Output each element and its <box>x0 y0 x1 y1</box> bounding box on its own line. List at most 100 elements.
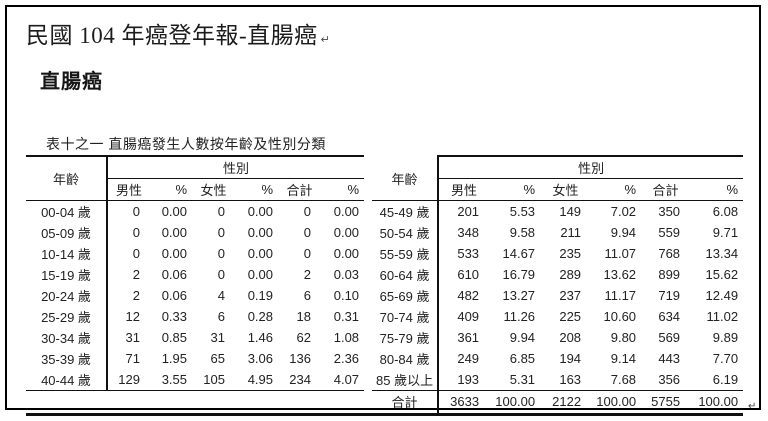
value-cell: 361 <box>457 330 480 345</box>
value-cell: 0.00 <box>247 267 273 282</box>
value-cell: 13.34 <box>705 246 739 261</box>
value-cell: 634 <box>658 309 681 324</box>
column-header-percent: % <box>150 178 192 201</box>
value-cell: 0 <box>132 225 140 240</box>
value-cell: 31 <box>210 330 225 345</box>
column-header-row: 男性 % 女性 % 合計 % <box>372 178 744 201</box>
value-cell: 9.89 <box>712 330 739 345</box>
age-cell: 45-49 歲 <box>372 200 440 222</box>
value-cell: 559 <box>658 225 681 240</box>
age-cell: 35-39 歲 <box>26 348 108 369</box>
table-row: 80-84 歲 249 6.85 194 9.14 443 7.70 <box>372 348 743 369</box>
value-cell: 768 <box>658 246 681 261</box>
column-header-total: 合計 <box>641 178 691 201</box>
age-cell: 70-74 歲 <box>372 306 440 327</box>
column-header-percent: % <box>489 178 541 201</box>
value-cell: 31 <box>125 330 140 345</box>
value-cell: 0.00 <box>333 204 360 219</box>
value-cell: 249 <box>457 351 480 366</box>
table-row: 65-69 歲 482 13.27 237 11.17 719 12.49 <box>372 285 743 306</box>
value-cell: 3.55 <box>150 369 192 391</box>
column-header-percent: % <box>235 178 278 201</box>
value-cell: 0 <box>303 225 311 240</box>
value-cell: 211 <box>560 225 582 240</box>
age-cell: 25-29 歲 <box>26 306 108 327</box>
value-cell: 0.00 <box>161 246 187 261</box>
age-cell: 80-84 歲 <box>372 348 440 369</box>
value-cell: 2.36 <box>333 351 360 366</box>
value-cell: 13.62 <box>603 267 637 282</box>
value-cell: 129 <box>107 369 150 391</box>
header-row-group: 年齡 性別 <box>26 156 365 201</box>
table-row: 00-04 歲 0 0.00 0 0.00 0 0.00 <box>26 200 364 222</box>
age-cell: 85 歲以上 <box>372 369 440 391</box>
value-cell: 0.00 <box>247 204 273 219</box>
table-row: 40-44 歲 129 3.55 105 4.95 234 4.07 <box>26 369 365 391</box>
value-cell: 289 <box>559 267 582 282</box>
table-row: 55-59 歲 533 14.67 235 11.07 768 13.34 <box>372 243 743 264</box>
value-cell: 65 <box>210 351 225 366</box>
value-cell: 9.71 <box>712 225 739 240</box>
value-cell: 7.70 <box>712 351 739 366</box>
gender-group-header: 性別 <box>438 155 744 179</box>
value-cell: 0.00 <box>333 225 360 240</box>
value-cell: 62 <box>296 330 311 345</box>
right-table-body: 45-49 歲 201 5.53 149 7.02 350 6.08 50-54 歲 348 9.… <box>372 200 744 391</box>
value-cell: 6.08 <box>712 204 739 219</box>
value-cell: 149 <box>559 204 582 219</box>
column-header-total: 合計 <box>278 178 321 201</box>
value-cell: 11.26 <box>503 309 536 324</box>
value-cell: 0 <box>132 204 140 219</box>
value-cell: 11.02 <box>706 309 739 324</box>
age-cell: 30-34 歲 <box>26 327 108 348</box>
value-cell: 0.00 <box>161 204 187 219</box>
value-cell: 0.31 <box>333 309 360 324</box>
value-cell: 6 <box>217 309 225 324</box>
value-cell: 4.95 <box>235 369 278 391</box>
column-header-percent: % <box>321 178 365 201</box>
table-caption: 表十之一 直腸癌發生人數按年齡及性別分類 <box>46 136 326 152</box>
table-row: 20-24 歲 2 0.06 4 0.19 6 0.10 <box>26 285 364 306</box>
table-row: 85 歲以上 193 5.31 163 7.68 356 6.19 <box>372 369 744 391</box>
page-frame: 民國 104 年癌登年報-直腸癌 ↵ 直腸癌 表十之一 直腸癌發生人數按年齡及性別… <box>5 5 761 416</box>
age-cell: 55-59 歲 <box>372 243 440 264</box>
value-cell: 5.53 <box>509 204 536 219</box>
table-row: 35-39 歲 71 1.95 65 3.06 136 2.36 <box>26 348 364 369</box>
value-cell: 163 <box>540 369 592 391</box>
empty-total-cell <box>26 391 364 413</box>
age-cell: 75-79 歲 <box>372 327 440 348</box>
table-row: 30-34 歲 31 0.85 31 1.46 62 1.08 <box>26 327 364 348</box>
column-header-male: 男性 <box>107 178 150 201</box>
value-cell: 12 <box>125 309 140 324</box>
value-cell: 2 <box>132 267 140 282</box>
value-cell: 235 <box>559 246 582 261</box>
value-cell: 9.14 <box>610 351 637 366</box>
page-title-text: 民國 104 年癌登年報-直腸癌 <box>26 23 318 48</box>
value-cell: 482 <box>457 288 480 303</box>
value-cell: 0.00 <box>161 225 187 240</box>
value-cell: 6 <box>303 288 311 303</box>
value-cell: 0.10 <box>333 288 360 303</box>
value-cell: 11.17 <box>604 288 637 303</box>
value-cell: 9.58 <box>509 225 536 240</box>
value-cell: 610 <box>457 267 480 282</box>
value-cell: 201 <box>457 204 480 219</box>
value-cell: 443 <box>658 351 681 366</box>
table-row: 60-64 歲 610 16.79 289 13.62 899 15.62 <box>372 264 743 285</box>
age-cell: 10-14 歲 <box>26 243 108 264</box>
total-value-cell: 2122 <box>552 394 582 410</box>
value-cell: 194 <box>559 351 582 366</box>
column-header-row: 男性 % 女性 % 合計 % <box>26 178 365 201</box>
value-cell: 356 <box>641 369 691 391</box>
value-cell: 569 <box>658 330 681 345</box>
value-cell: 0 <box>132 246 140 261</box>
value-cell: 348 <box>457 225 480 240</box>
value-cell: 9.94 <box>509 330 536 345</box>
age-table-left: 年齡 性別 男性 % 女性 % 合計 % 00-04 歲 0 0.00 0 0.00 0 0… <box>26 155 365 413</box>
age-cell: 65-69 歲 <box>372 285 440 306</box>
value-cell: 350 <box>658 204 681 219</box>
value-cell: 719 <box>658 288 681 303</box>
age-cell: 40-44 歲 <box>26 369 108 391</box>
value-cell: 2 <box>132 288 140 303</box>
value-cell: 14.67 <box>502 246 536 261</box>
